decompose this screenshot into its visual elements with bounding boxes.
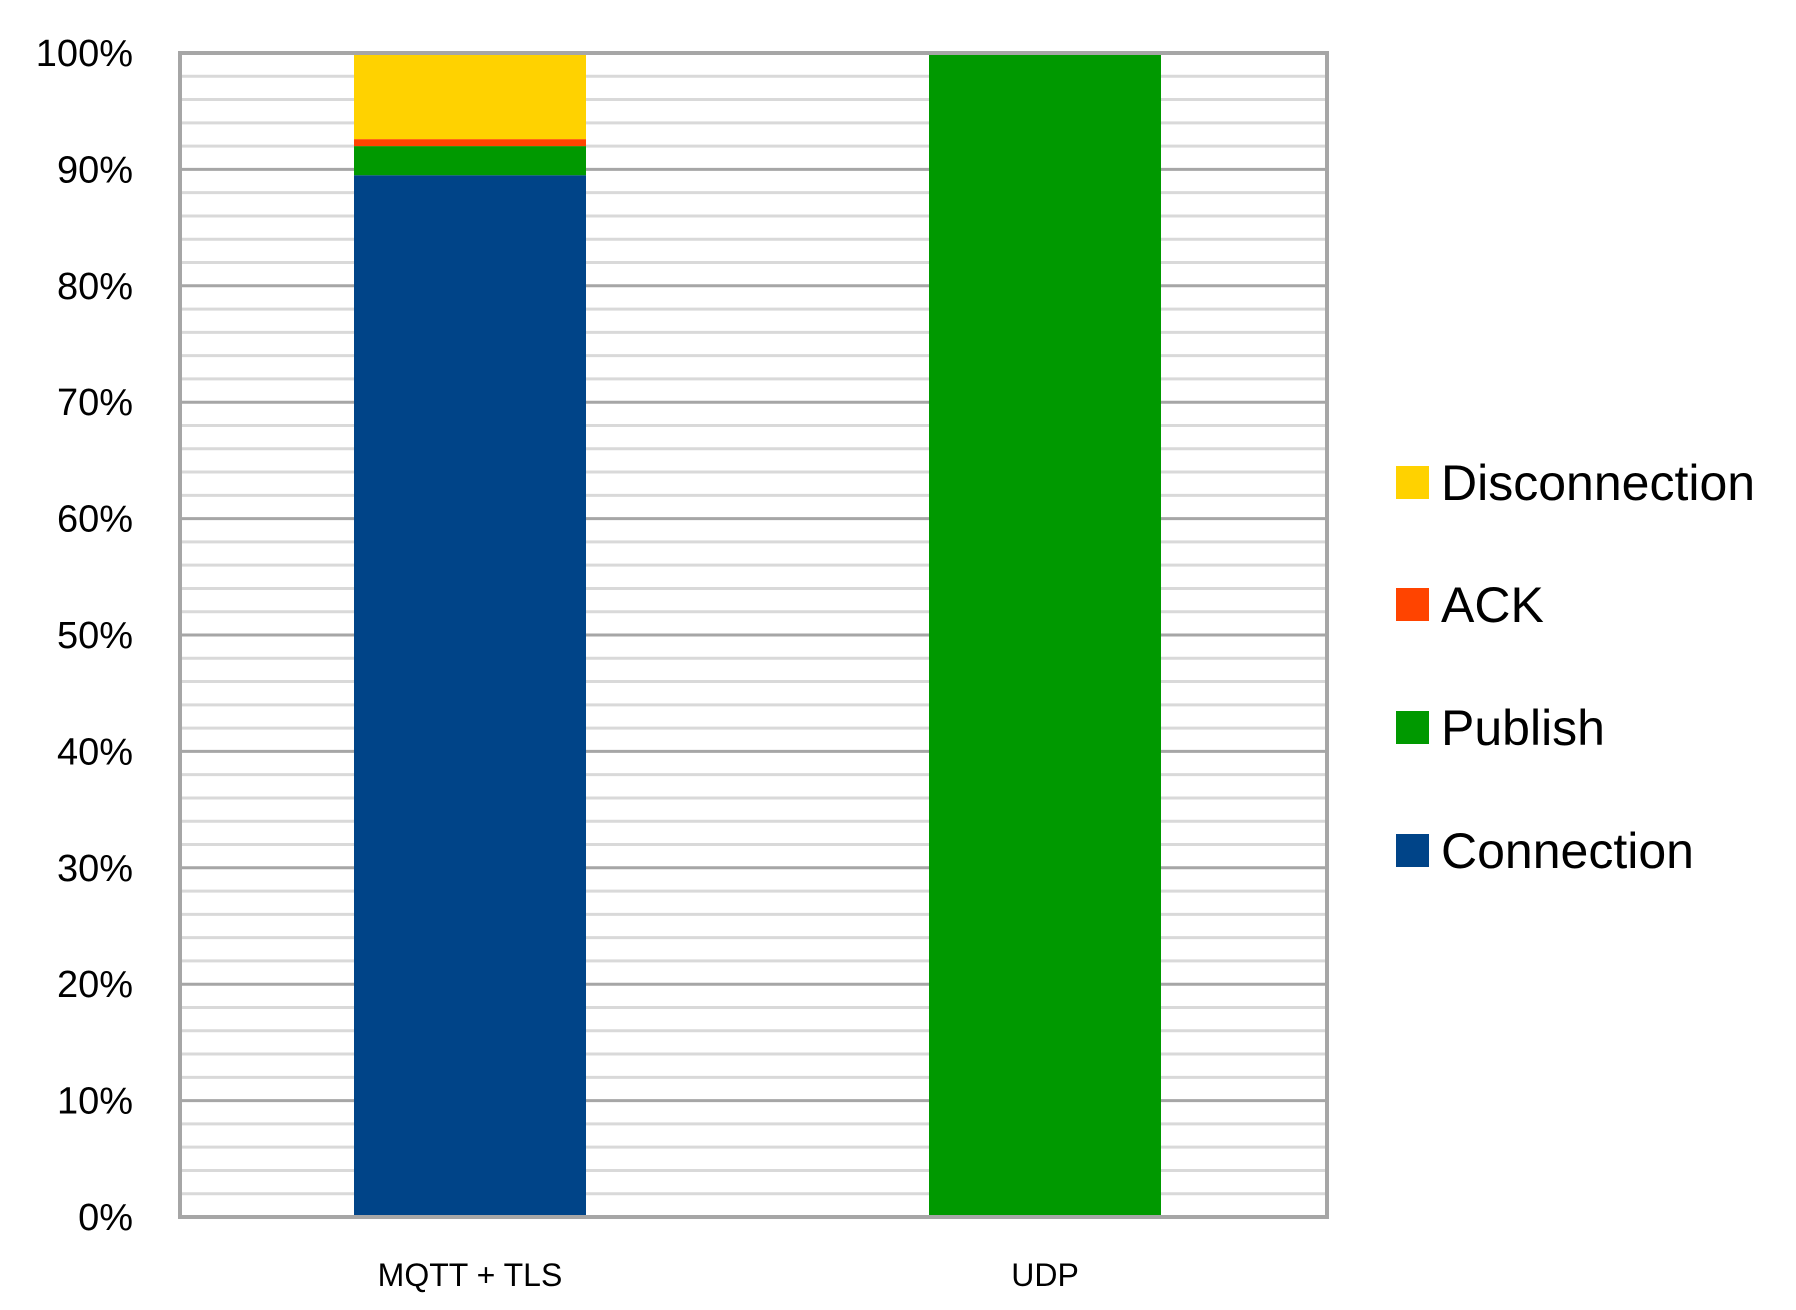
legend-swatch-disconnection (1396, 466, 1429, 499)
y-tick-label: 20% (57, 964, 133, 1006)
y-tick-label: 90% (57, 149, 133, 191)
legend-swatch-publish (1396, 711, 1429, 744)
legend-label-ack: ACK (1441, 577, 1544, 633)
legend-label-publish: Publish (1441, 700, 1605, 756)
legend-label-disconnection: Disconnection (1441, 455, 1755, 511)
bar-publish-1 (354, 146, 586, 176)
bar-ack-1 (354, 139, 586, 147)
y-tick-label: 100% (36, 33, 133, 75)
y-tick-label: 50% (57, 615, 133, 657)
bar-connection-1 (354, 175, 586, 1218)
plot-frame (178, 51, 1329, 1219)
bar-publish-2 (929, 53, 1161, 1217)
y-tick-label: 70% (57, 382, 133, 424)
legend-swatch-ack (1396, 588, 1429, 621)
x-category-label: MQTT + TLS (378, 1257, 563, 1293)
bars (354, 53, 1161, 1218)
legend-swatch-connection (1396, 834, 1429, 867)
x-category-label: UDP (1011, 1257, 1079, 1293)
bar-disconnection-1 (354, 53, 586, 140)
y-tick-label: 30% (57, 848, 133, 890)
legend: Disconnection ACK Publish Connection (1396, 455, 1755, 879)
y-tick-label: 40% (57, 731, 133, 773)
y-tick-label: 60% (57, 499, 133, 541)
y-tick-label: 10% (57, 1081, 133, 1123)
y-tick-label: 0% (78, 1197, 133, 1239)
y-tick-label: 80% (57, 266, 133, 308)
legend-label-connection: Connection (1441, 823, 1694, 879)
x-axis-categories: MQTT + TLS UDP (378, 1257, 1079, 1293)
y-axis-ticks: 0% 10% 20% 30% 40% 50% 60% 70% 80% 90% 100% (36, 33, 133, 1239)
